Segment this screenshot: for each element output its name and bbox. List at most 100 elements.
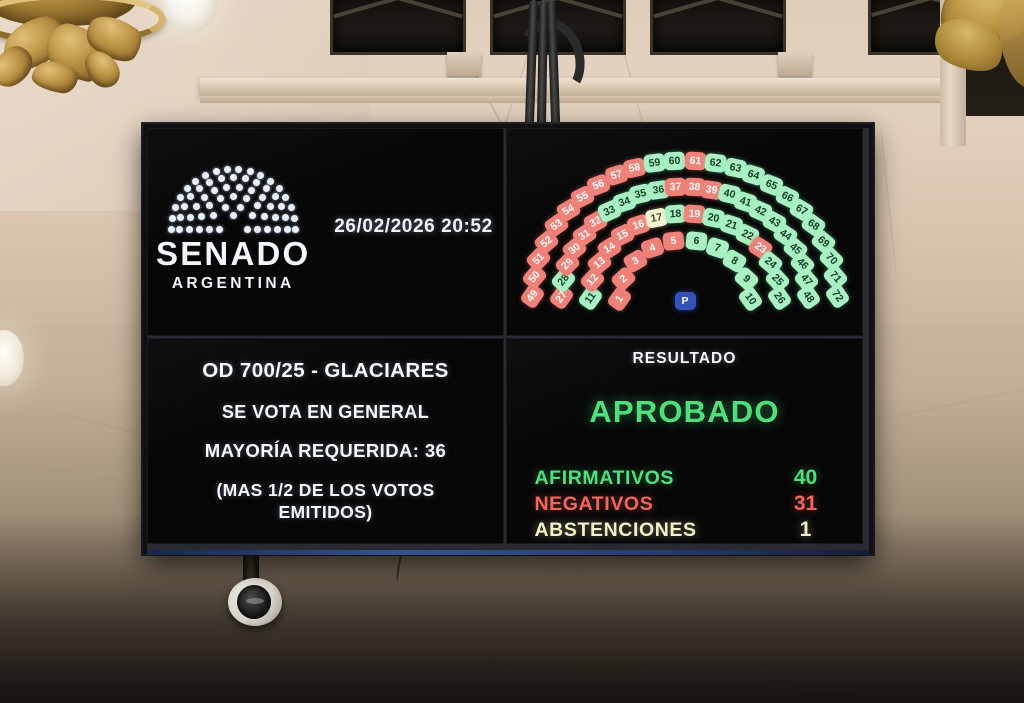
logo-dot	[263, 225, 271, 233]
logo-dot	[257, 172, 265, 180]
seat-60[interactable]: 60	[663, 151, 686, 170]
tally-label-yes: AFIRMATIVOS	[534, 467, 674, 489]
logo-dot	[282, 194, 290, 202]
hemicycle-seat-map: 1 2 3 4 5 6 7 8 9 10 11 12 13 14 15 16 17 18 19 20 21 22 23 24 2…	[507, 129, 862, 335]
logo-dot	[206, 178, 214, 186]
seat-48[interactable]: 48	[795, 283, 823, 311]
tally-value-yes: 40	[793, 466, 818, 489]
logo-dot	[278, 203, 286, 210]
logo-dot	[171, 203, 179, 211]
stone-corbel	[447, 52, 481, 76]
logo-dot	[176, 194, 184, 202]
panel-result: RESULTADO APROBADO AFIRMATIVOS 40 NEGATIVO…	[506, 338, 863, 544]
logo-dot	[192, 178, 200, 185]
clerestory-window	[490, 0, 626, 55]
logo-dot	[291, 225, 299, 233]
senate-dome-dots-icon	[167, 165, 299, 233]
logo-dot	[196, 184, 204, 192]
tally-label-abs: ABSTENCIONES	[534, 519, 697, 541]
senate-logo: SENADO ARGENTINA	[156, 165, 311, 293]
logo-dot	[177, 213, 185, 221]
motion-majority-note: (MAS 1/2 DE LOS VOTOS EMITIDOS)	[216, 480, 435, 522]
logo-dot	[187, 193, 195, 201]
logo-senado-text: SENADO	[156, 235, 311, 272]
logo-dot	[181, 203, 189, 210]
camera-lens-icon	[237, 585, 271, 619]
seat-5[interactable]: 5	[662, 231, 686, 252]
logo-dot	[192, 202, 200, 210]
logo-dot	[271, 193, 279, 201]
logo-dot	[205, 225, 213, 233]
logo-dot	[241, 174, 249, 182]
logo-dot	[202, 172, 210, 180]
logo-dot	[283, 225, 291, 233]
logo-dot	[258, 193, 266, 201]
motion-required-majority: MAYORÍA REQUERIDA: 36	[204, 440, 447, 462]
result-heading: RESULTADO	[632, 350, 737, 367]
seat-59[interactable]: 59	[643, 152, 667, 174]
logo-dot	[198, 213, 206, 220]
motion-subtitle: SE VOTA EN GENERAL	[221, 401, 430, 422]
tally-row-yes: AFIRMATIVOS 40	[535, 466, 835, 490]
logo-dot	[271, 213, 279, 221]
logo-dot	[187, 213, 195, 221]
seat-4[interactable]: 4	[639, 236, 666, 260]
logo-argentina-text: ARGENTINA	[171, 275, 295, 292]
logo-dot	[216, 195, 224, 203]
logo-dot	[217, 174, 225, 182]
result-verdict: APROBADO	[589, 394, 780, 429]
logo-dot	[243, 225, 251, 233]
logo-dot	[212, 168, 220, 176]
board-datetime: 26/02/2026 20:52	[334, 216, 493, 237]
logo-dot	[287, 203, 295, 211]
seat-6[interactable]: 6	[684, 231, 708, 252]
panel-motion: OD 700/25 - GLACIARES SE VOTA EN GENERAL…	[147, 338, 504, 544]
logo-dot	[222, 203, 230, 211]
tally-row-abs: ABSTENCIONES 1	[535, 518, 835, 542]
logo-dot	[253, 202, 261, 210]
marble-cornice	[200, 78, 1024, 96]
marble-cornice-lower	[200, 96, 1024, 103]
logo-dot	[223, 183, 231, 191]
tally-value-abs: 1	[799, 518, 812, 541]
logo-dot	[229, 192, 237, 200]
seat-10[interactable]: 10	[737, 285, 765, 313]
logo-dot	[267, 178, 275, 185]
camera-lens-glint	[246, 598, 264, 604]
logo-dot	[210, 211, 218, 219]
logo-dot	[205, 202, 213, 210]
logo-dot	[253, 225, 261, 233]
logo-dot	[290, 214, 298, 222]
seat-72[interactable]: 72	[824, 282, 852, 310]
logo-dot	[185, 225, 193, 233]
vote-tally-list: AFIRMATIVOS 40 NEGATIVOS 31 ABSTENCIONES 1	[535, 466, 835, 542]
logo-dot	[282, 213, 290, 221]
panel-branding: SENADO ARGENTINA 26/02/2026 20:52	[147, 128, 504, 336]
logo-dot	[229, 212, 237, 220]
logo-dot	[246, 168, 254, 176]
logo-dot	[195, 225, 203, 233]
logo-dot	[249, 211, 257, 219]
gilded-ornament-right	[914, 0, 1024, 96]
stone-corbel	[778, 52, 812, 76]
logo-dot	[229, 173, 237, 181]
clerestory-window	[330, 0, 466, 55]
logo-dot	[273, 225, 281, 233]
tally-row-no: NEGATIVOS 31	[535, 492, 835, 516]
seat-26[interactable]: 26	[766, 284, 794, 312]
logo-dot	[200, 193, 208, 201]
logo-dot	[266, 202, 274, 210]
tally-value-no: 31	[793, 492, 818, 515]
president-seat[interactable]: P	[674, 292, 696, 310]
logo-dot	[261, 213, 269, 220]
seat-61[interactable]: 61	[684, 151, 707, 170]
logo-dot	[263, 184, 271, 192]
logo-dot	[167, 225, 175, 233]
motion-title: OD 700/25 - GLACIARES	[202, 359, 449, 383]
tally-label-no: NEGATIVOS	[534, 493, 654, 515]
logo-dot	[211, 187, 219, 195]
logo-dot	[235, 183, 243, 191]
logo-dot	[175, 225, 183, 233]
